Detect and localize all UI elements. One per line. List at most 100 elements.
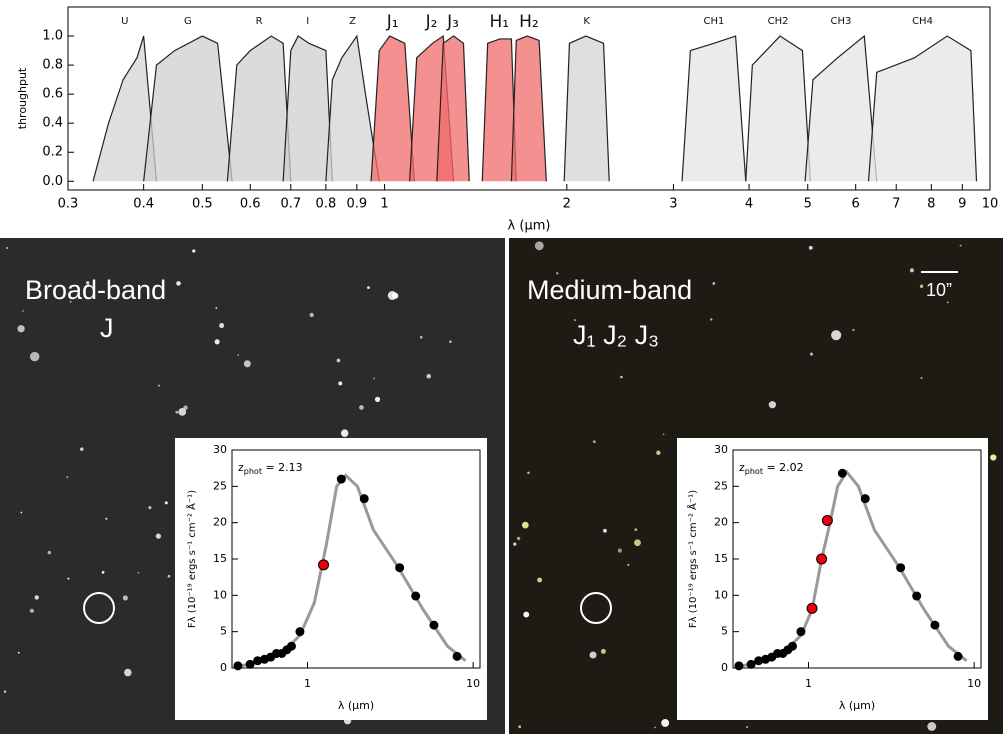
redshift-annotation: zphot = 2.13 (238, 461, 303, 476)
photometry-point (295, 627, 305, 637)
filter-label: CH2 (768, 16, 789, 27)
photometry-point (896, 563, 906, 573)
photometry-point (860, 494, 870, 504)
star (573, 319, 576, 322)
filter-curve (510, 35, 547, 182)
x-tick-label: 10 (982, 197, 999, 212)
target-circle (83, 592, 115, 624)
filter-curve (436, 35, 470, 182)
star (712, 282, 716, 285)
star (101, 570, 105, 574)
star (17, 651, 20, 654)
filter-label: R (256, 16, 263, 27)
y-tick-label: 5 (721, 625, 728, 638)
star (527, 471, 530, 475)
filter-label: H₁ (489, 12, 509, 32)
x-tick-label: 10 (967, 677, 981, 690)
photometry-point (318, 559, 330, 571)
filter-label: G (184, 16, 192, 27)
star (124, 668, 132, 677)
panel-title: Medium-band (527, 275, 692, 305)
y-tick-label: 0.2 (42, 145, 63, 160)
x-tick-label: 7 (892, 197, 900, 212)
y-tick-label: 0 (721, 661, 728, 674)
y-axis-label: Fλ (10⁻¹⁹ ergs s⁻¹ cm⁻² Å⁻¹) (686, 490, 699, 628)
x-tick-label: 3 (669, 197, 677, 212)
x-tick-label: 0.8 (316, 197, 337, 212)
y-tick-label: 20 (714, 516, 728, 529)
y-tick-label: 0.6 (42, 87, 63, 102)
filter-curve (282, 35, 333, 182)
photometry-point (452, 651, 462, 661)
inset-background (677, 438, 988, 720)
star (309, 312, 314, 318)
x-tick-label: 1 (380, 197, 388, 212)
filter-curve (681, 35, 747, 182)
star (909, 268, 914, 273)
x-tick-label: 5 (804, 197, 812, 212)
star (219, 323, 225, 329)
x-axis-label: λ (μm) (338, 699, 374, 712)
star (69, 300, 72, 303)
x-tick-label: 0.5 (192, 197, 213, 212)
filter-label: CH1 (703, 16, 724, 27)
redshift-annotation: zphot = 2.02 (739, 461, 804, 476)
photometry-point (245, 659, 255, 669)
star (449, 340, 452, 344)
star (521, 521, 529, 529)
star (634, 528, 638, 532)
star (600, 648, 606, 654)
plot-frame (67, 6, 991, 191)
star (178, 408, 187, 416)
star (831, 330, 842, 341)
star (122, 595, 128, 601)
x-tick-label: 0.4 (133, 197, 154, 212)
filter-curve (370, 35, 415, 182)
x-axis-label: λ (μm) (508, 219, 551, 234)
star (192, 249, 196, 253)
star (523, 611, 530, 618)
star (215, 307, 218, 309)
panel-title: Broad-band (25, 275, 166, 305)
star (214, 339, 220, 345)
star (336, 358, 341, 363)
y-tick-label: 25 (714, 479, 728, 492)
photometry-point (787, 641, 797, 651)
star (22, 310, 24, 312)
filter-curve (92, 35, 158, 182)
scale-label: 10” (926, 280, 952, 300)
photometry-point (930, 620, 940, 630)
photometry-point (837, 468, 847, 478)
filter-label: CH4 (912, 16, 933, 27)
y-axis-label: throughput (16, 67, 29, 129)
annotation-part: z (739, 461, 745, 474)
photometry-point (359, 494, 369, 504)
star (656, 450, 661, 455)
y-tick-label: 10 (213, 588, 227, 601)
star (47, 550, 52, 555)
photometry-point (821, 514, 833, 526)
star (518, 725, 522, 729)
photometry-point (806, 602, 818, 614)
star (3, 690, 7, 693)
star (86, 281, 90, 285)
y-tick-label: 15 (714, 552, 728, 565)
annotation-part: phot (745, 467, 763, 476)
star (946, 301, 949, 304)
x-tick-label: 4 (745, 197, 753, 212)
star (654, 726, 656, 729)
star (852, 328, 855, 332)
filter-label: K (583, 16, 590, 27)
photometry-point (429, 620, 439, 630)
filter-label: J₁ (386, 12, 399, 32)
star (6, 246, 9, 249)
star (809, 352, 813, 356)
y-tick-label: 20 (213, 516, 227, 529)
star (175, 410, 179, 414)
star (34, 595, 39, 600)
y-tick-label: 0 (220, 661, 227, 674)
inset-background (175, 438, 487, 720)
star (137, 571, 140, 574)
star (79, 447, 84, 451)
star (661, 719, 670, 727)
